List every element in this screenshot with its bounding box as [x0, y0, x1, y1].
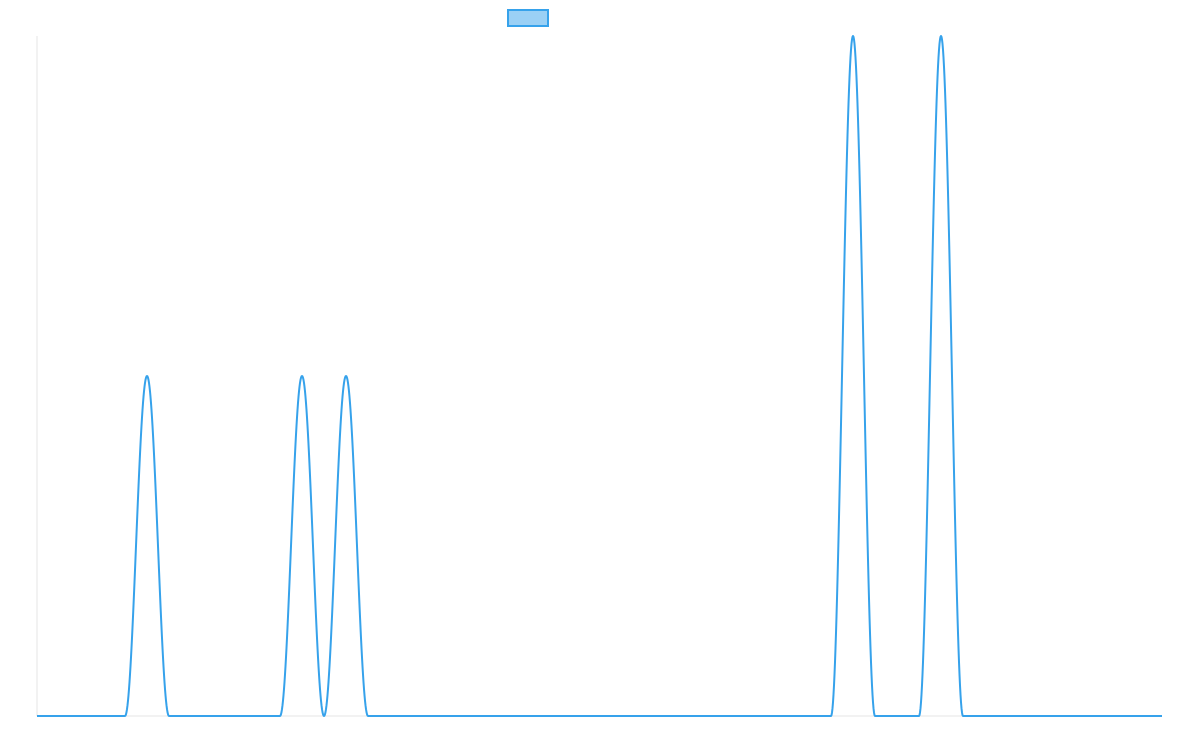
data-point[interactable] — [938, 33, 944, 39]
data-point[interactable] — [343, 373, 349, 379]
data-point[interactable] — [850, 33, 856, 39]
series-line — [36, 35, 1163, 717]
data-point[interactable] — [144, 373, 150, 379]
legend-swatch[interactable] — [507, 9, 549, 27]
series-layer — [36, 33, 1163, 717]
data-point[interactable] — [299, 373, 305, 379]
legend[interactable] — [507, 9, 549, 27]
axes-layer — [36, 36, 1162, 717]
